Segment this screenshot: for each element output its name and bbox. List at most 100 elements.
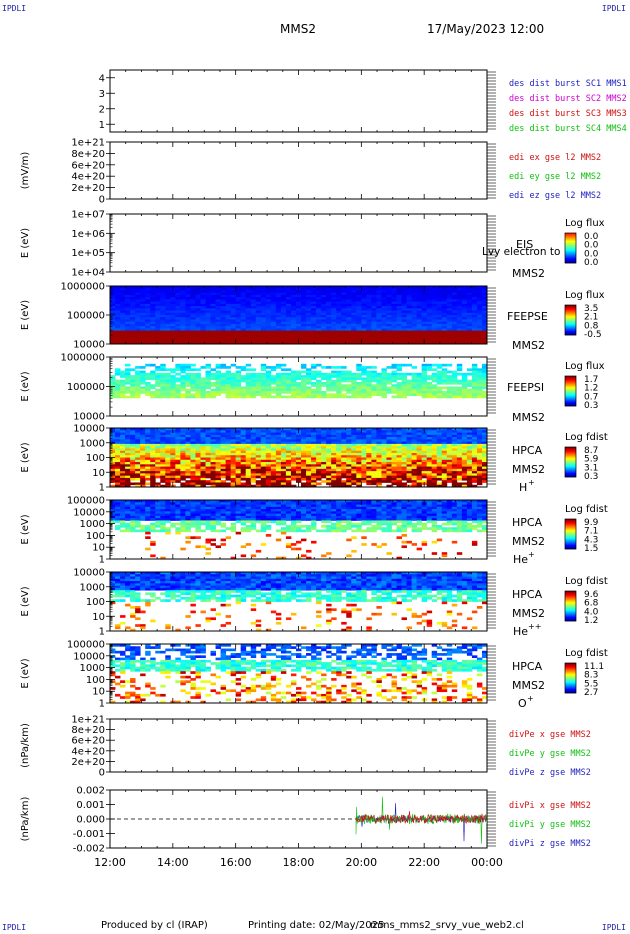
- spectrogram-cell: [406, 303, 412, 307]
- spectrogram-cell: [396, 430, 402, 433]
- spectrogram-cell: [295, 315, 302, 318]
- spectrogram-cell: [411, 468, 418, 472]
- spectrogram-cell: [225, 303, 232, 307]
- spectrogram-cell: [205, 434, 211, 438]
- spectrogram-cell: [316, 466, 322, 470]
- spectrogram-cell: [391, 297, 397, 300]
- spectrogram-cell: [371, 384, 377, 387]
- spectrogram-cell: [416, 475, 423, 479]
- spectrogram-cell: [351, 464, 357, 467]
- spectrogram-cell: [180, 441, 186, 445]
- spectrogram-cell: [125, 332, 131, 336]
- spectrogram-cell: [341, 323, 347, 327]
- spectrogram-cell: [466, 393, 473, 396]
- spectrogram-cell: [396, 375, 402, 378]
- spectrogram-cell: [326, 326, 332, 329]
- spectrogram-cell: [230, 294, 237, 298]
- spectrogram-cell: [290, 326, 297, 329]
- spectrogram-cell: [180, 321, 186, 325]
- spectrogram-cell: [275, 375, 282, 378]
- spectrogram-cell: [115, 484, 121, 488]
- spectrogram-cell: [165, 459, 171, 463]
- spectrogram-cell: [220, 375, 227, 378]
- spectrogram-cell: [205, 370, 211, 374]
- spectrogram-cell: [255, 430, 262, 433]
- spectrogram-cell: [215, 391, 221, 394]
- spectrogram-cell: [306, 471, 312, 474]
- spectrogram-cell: [411, 452, 418, 456]
- spectrogram-cell: [290, 321, 297, 325]
- spectrogram-cell: [426, 332, 433, 336]
- spectrogram-cell: [150, 480, 156, 483]
- spectrogram-cell: [265, 381, 272, 385]
- spectrogram-cell: [130, 290, 136, 294]
- spectrogram-cell: [431, 384, 438, 387]
- colorbar-segment: [565, 388, 576, 390]
- spectrogram-cell: [356, 459, 362, 463]
- spectrogram-cell: [250, 450, 257, 454]
- spectrogram-cell: [160, 452, 166, 456]
- spectrogram-cell: [135, 428, 141, 431]
- spectrogram-cell: [215, 432, 221, 436]
- spectrogram-cell: [321, 475, 327, 479]
- spectrogram-cell: [471, 341, 478, 345]
- spectrogram-cell: [185, 471, 191, 474]
- spectrogram-cell: [351, 482, 357, 486]
- spectrogram-cell: [135, 297, 141, 300]
- spectrogram-cell: [265, 388, 272, 392]
- spectrogram-cell: [316, 441, 322, 445]
- spectrogram-cell: [321, 432, 327, 436]
- spectrogram-cell: [295, 464, 302, 467]
- colorbar-segment: [565, 378, 576, 380]
- spectrogram-cell: [220, 437, 227, 440]
- spectrogram-cell: [301, 395, 307, 399]
- spectrogram-cell: [275, 328, 282, 332]
- spectrogram-cell: [245, 477, 252, 481]
- spectrogram-cell: [316, 477, 322, 481]
- spectrogram-cell: [341, 434, 347, 438]
- spectrogram-cell: [396, 326, 402, 329]
- spectrogram-cell: [406, 475, 412, 479]
- spectrogram-cell: [255, 466, 262, 470]
- spectrogram-cell: [331, 446, 337, 449]
- spectrogram-cell: [235, 459, 242, 463]
- spectrogram-cell: [446, 330, 453, 334]
- spectrogram-cell: [416, 339, 423, 343]
- spectrogram-cell: [270, 446, 277, 449]
- spectrogram-cell: [386, 455, 392, 458]
- spectrogram-cell: [341, 286, 347, 289]
- spectrogram-cell: [476, 370, 483, 374]
- spectrogram-cell: [386, 321, 392, 325]
- spectrogram-cell: [381, 292, 387, 296]
- spectrogram-cell: [130, 428, 136, 431]
- spectrogram-cell: [225, 452, 232, 456]
- spectrogram-cell: [110, 457, 116, 461]
- spectrogram-cell: [361, 286, 367, 289]
- spectrogram-cell: [185, 290, 191, 294]
- spectrogram-cell: [331, 441, 337, 445]
- spectrogram-cell: [225, 432, 232, 436]
- spectrogram-cell: [265, 308, 272, 311]
- spectrogram-cell: [175, 301, 181, 305]
- spectrogram-cell: [170, 326, 176, 329]
- spectrogram-cell: [135, 308, 141, 311]
- spectrogram-cell: [155, 464, 161, 467]
- spectrogram-cell: [406, 428, 412, 431]
- spectrogram-cell: [245, 437, 252, 440]
- spectrogram-cell: [235, 310, 242, 314]
- spectrogram-cell: [205, 464, 211, 467]
- spectrogram-cell: [120, 430, 126, 433]
- spectrogram-cell: [160, 315, 166, 318]
- spectrogram-cell: [125, 386, 131, 390]
- spectrogram-cell: [210, 391, 216, 394]
- spectrogram-cell: [456, 301, 463, 305]
- spectrogram-cell: [260, 464, 267, 467]
- spectrogram-cell: [165, 290, 171, 294]
- spectrogram-cell: [356, 286, 362, 289]
- spectrogram-cell: [421, 290, 428, 294]
- spectrogram-cell: [220, 310, 227, 314]
- spectrogram-cell: [230, 375, 237, 378]
- spectrogram-cell: [311, 452, 317, 456]
- spectrogram-cell: [356, 439, 362, 443]
- spectrogram-cell: [396, 462, 402, 465]
